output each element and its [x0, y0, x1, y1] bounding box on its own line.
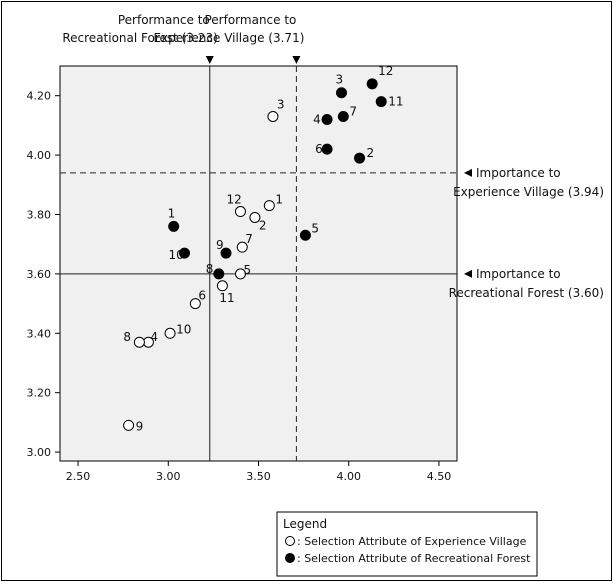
y-tick-label: 4.20 — [27, 90, 52, 103]
point-label: 7 — [245, 232, 253, 246]
filled-point — [321, 143, 333, 155]
point-label: 10 — [176, 322, 191, 336]
plot-area — [59, 65, 458, 462]
reference-label: Performance to — [204, 13, 296, 27]
y-tick-label: 3.80 — [27, 208, 52, 221]
reference-label: Recreational Forest (3.60) — [449, 286, 604, 300]
reference-label: Experience Village (3.94) — [453, 185, 604, 199]
point-label: 11 — [219, 291, 234, 305]
y-tick-label: 3.60 — [27, 268, 52, 281]
open-point — [267, 110, 279, 122]
y-tick-label: 3.40 — [27, 327, 52, 340]
point-label: 8 — [123, 330, 131, 344]
open-point — [123, 419, 135, 431]
legend-title: Legend — [283, 517, 327, 531]
open-point — [234, 268, 246, 280]
legend-filled-marker — [285, 553, 295, 563]
reference-label: Performance to — [118, 13, 210, 27]
filled-point — [220, 247, 232, 259]
reference-label: Experience Village (3.71) — [153, 31, 304, 45]
filled-point — [337, 110, 349, 122]
point-label: 2 — [259, 218, 267, 232]
filled-point — [336, 87, 348, 99]
reference-label: Recreational Forest (3.23) — [62, 31, 217, 45]
y-tick-label: 3.20 — [27, 387, 52, 400]
point-label: 8 — [206, 262, 214, 276]
point-label: 10 — [169, 248, 184, 262]
point-label: 3 — [277, 97, 285, 111]
open-point — [164, 327, 176, 339]
filled-point — [375, 96, 387, 108]
point-label: 1 — [168, 206, 176, 220]
arrow-down-icon — [292, 56, 301, 64]
open-point — [189, 298, 201, 310]
reference-label: Importance to — [476, 267, 561, 281]
point-label: 9 — [136, 419, 144, 433]
reference-label: Importance to — [476, 166, 561, 180]
x-tick-label: 2.50 — [66, 470, 91, 483]
legend-box — [276, 511, 538, 577]
point-label: 7 — [349, 104, 357, 118]
open-point — [263, 200, 275, 212]
x-tick-label: 3.50 — [246, 470, 271, 483]
point-label: 9 — [216, 238, 224, 252]
point-label: 5 — [243, 263, 251, 277]
legend-entry-text: : Selection Attribute of Recreational Fo… — [297, 552, 531, 565]
y-tick-label: 4.00 — [27, 149, 52, 162]
arrow-left-icon — [464, 168, 472, 177]
point-label: 1 — [275, 193, 283, 207]
filled-point — [299, 229, 311, 241]
point-label: 12 — [226, 193, 241, 207]
point-label: 11 — [388, 95, 403, 109]
arrow-left-icon — [464, 269, 472, 278]
filled-point — [321, 113, 333, 125]
point-label: 5 — [311, 221, 319, 235]
point-label: 6 — [315, 142, 323, 156]
open-point — [133, 336, 145, 348]
filled-point — [354, 152, 366, 164]
x-tick-label: 4.50 — [427, 470, 452, 483]
open-point — [236, 241, 248, 253]
legend-entry-text: : Selection Attribute of Experience Vill… — [297, 535, 527, 548]
point-label: 6 — [198, 289, 206, 303]
point-label: 4 — [150, 330, 158, 344]
point-label: 12 — [378, 64, 393, 78]
x-tick-label: 4.00 — [336, 470, 361, 483]
open-point — [249, 211, 261, 223]
y-tick-label: 3.00 — [27, 446, 52, 459]
filled-point — [366, 78, 378, 90]
filled-point — [168, 220, 180, 232]
x-tick-label: 3.00 — [156, 470, 181, 483]
filled-point — [213, 268, 225, 280]
point-label: 2 — [367, 146, 375, 160]
arrow-down-icon — [205, 56, 214, 64]
point-label: 3 — [336, 73, 344, 87]
open-point — [234, 206, 246, 218]
open-point — [216, 280, 228, 292]
filled-point — [179, 247, 191, 259]
legend-open-marker — [285, 536, 295, 546]
point-label: 4 — [313, 112, 321, 126]
